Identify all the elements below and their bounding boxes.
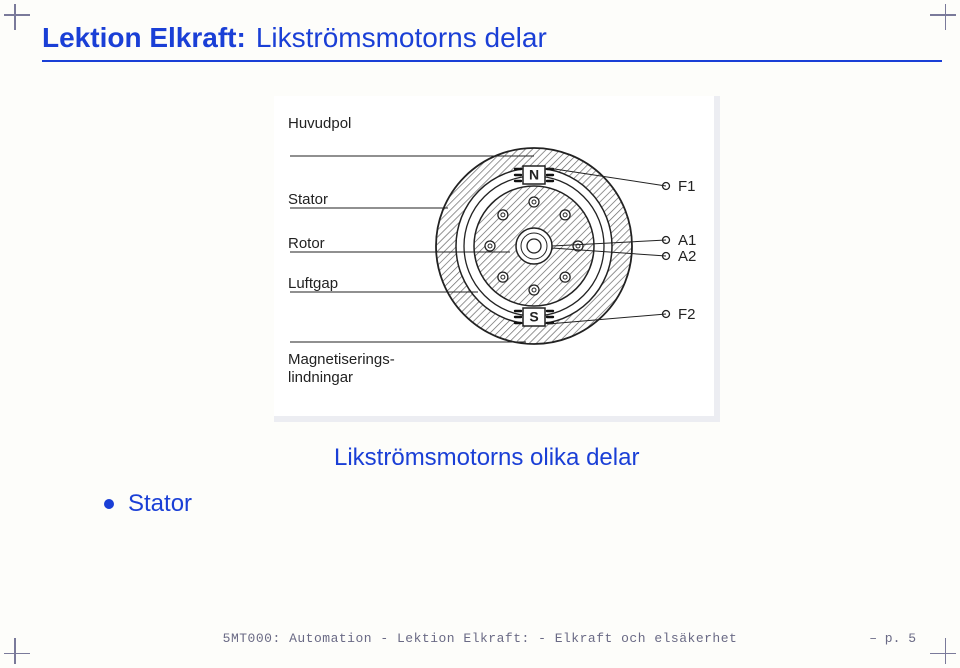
diagram-caption: Likströmsmotorns olika delar [334,444,639,472]
svg-text:A1: A1 [678,232,696,249]
svg-text:Rotor: Rotor [288,235,325,252]
slide-title: Lektion Elkraft: Likströmsmotorns delar [14,14,946,60]
bullet-text: Stator [128,490,192,518]
title-rest: Likströmsmotorns delar [256,22,547,54]
bullet-item: Stator [104,490,192,518]
svg-text:lindningar: lindningar [288,369,353,386]
page-number: – p. 5 [869,631,916,646]
svg-text:S: S [529,309,538,325]
svg-text:Stator: Stator [288,191,328,208]
title-underline [42,60,942,62]
slide-footer: 5MT000: Automation - Lektion Elkraft: - … [14,631,946,646]
title-prefix: Lektion Elkraft: [42,22,246,54]
slide: Lektion Elkraft: Likströmsmotorns delar … [14,14,946,654]
svg-text:N: N [529,167,539,183]
svg-text:Luftgap: Luftgap [288,275,338,292]
svg-text:F2: F2 [678,306,696,323]
svg-text:Magnetiserings-: Magnetiserings- [288,351,395,368]
svg-text:Huvudpol: Huvudpol [288,115,351,132]
motor-diagram: N S Huvudpol Stator Rotor Luftgap Magnetiserin… [274,96,720,422]
bullet-dot-icon [104,499,114,509]
svg-text:A2: A2 [678,248,696,265]
svg-text:F1: F1 [678,178,696,195]
motor-svg: N S Huvudpol Stator Rotor Luftgap Magnetiserin… [274,96,714,416]
